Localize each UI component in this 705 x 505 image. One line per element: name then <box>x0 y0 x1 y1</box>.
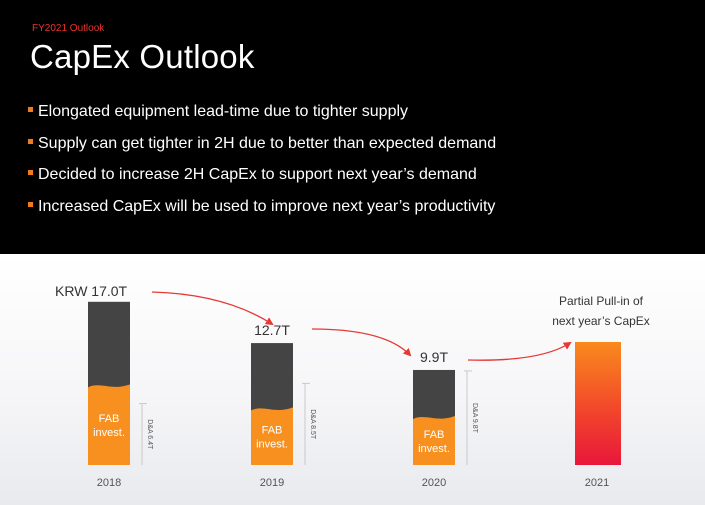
bar-segment-label: FAB <box>424 429 445 441</box>
capex-chart: 2018 FAB invest. D&A 6.4T KRW 17.0T 2019 FAB in… <box>55 283 650 489</box>
bar-fab-invest <box>251 407 293 465</box>
trend-arrow <box>467 341 572 361</box>
bar-segment-label: invest. <box>418 443 450 455</box>
trend-arrow <box>151 291 274 326</box>
da-label: D&A 9.8T <box>471 403 478 434</box>
chart-area: 2018 FAB invest. D&A 6.4T KRW 17.0T 2019 FAB in… <box>0 254 705 505</box>
value-label: 12.7T <box>254 322 290 338</box>
x-tick-label: 2020 <box>422 477 446 489</box>
bar-other <box>88 301 130 390</box>
value-label: KRW 17.0T <box>55 283 128 299</box>
bullet-marker-icon <box>28 107 33 113</box>
bullet-item: Supply can get tighter in 2H due to bett… <box>28 135 496 167</box>
bar-2021-projected <box>575 342 621 465</box>
bar-segment-label: FAB <box>262 425 283 437</box>
annotation-text: Partial Pull-in of <box>559 294 644 308</box>
da-label: D&A 8.5T <box>309 409 316 440</box>
bar-segment-label: invest. <box>93 427 125 439</box>
bullet-marker-icon <box>28 138 33 144</box>
da-label: D&A 6.4T <box>146 419 153 450</box>
value-label: 9.9T <box>420 349 448 365</box>
bullet-item: Decided to increase 2H CapEx to support … <box>28 166 496 198</box>
bullet-marker-icon <box>28 170 33 176</box>
bullet-list: Elongated equipment lead-time due to tig… <box>28 103 496 229</box>
header-panel <box>0 0 705 254</box>
bar-segment-label: invest. <box>256 439 288 451</box>
bar-segment-label: FAB <box>99 413 120 425</box>
page-title: CapEx Outlook <box>30 38 255 75</box>
bar-fab-invest <box>88 384 130 465</box>
section-kicker: FY2021 Outlook <box>32 23 105 34</box>
bullet-item: Increased CapEx will be used to improve … <box>28 198 496 230</box>
bullet-marker-icon <box>28 201 33 207</box>
bar-fab-invest <box>413 416 455 465</box>
trend-arrow <box>311 328 412 357</box>
bar-other <box>251 343 293 413</box>
annotation-text: next year’s CapEx <box>552 314 650 328</box>
x-tick-label: 2018 <box>97 477 121 489</box>
bullet-item: Elongated equipment lead-time due to tig… <box>28 103 496 135</box>
x-tick-label: 2019 <box>260 477 284 489</box>
x-tick-label: 2021 <box>585 477 609 489</box>
bar-other <box>413 369 455 421</box>
